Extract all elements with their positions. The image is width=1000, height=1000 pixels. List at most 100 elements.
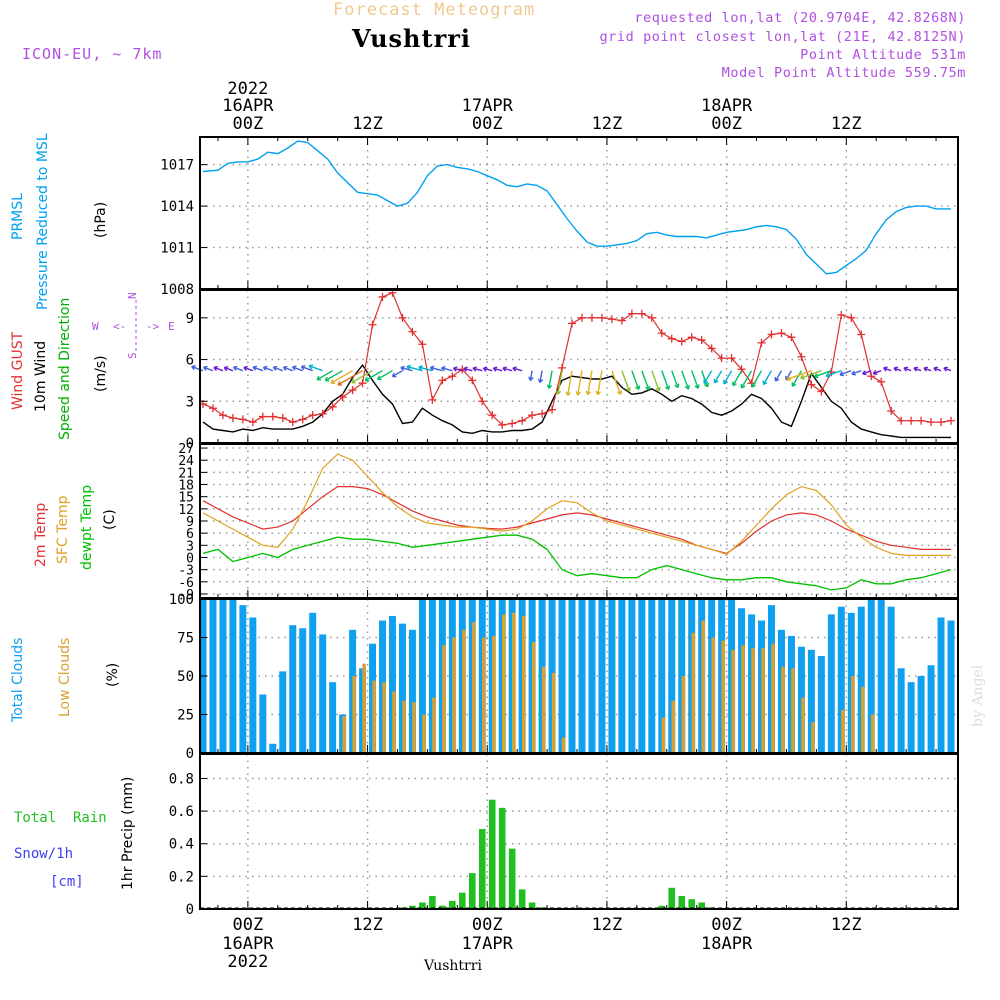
wind-arrow [691,370,699,389]
low-cloud-bar [452,637,456,753]
wind-arrow [330,370,353,384]
wind-arrow [631,370,640,390]
total-cloud-bar [578,599,586,753]
top-hour-label: 00Z [233,114,264,134]
wind-arrow [839,370,852,376]
wind-arrow [751,370,763,388]
low-cloud-bar [551,672,556,753]
low-cloud-bar [402,700,406,753]
dewpoint-line [202,534,952,591]
gust-marker [897,416,906,425]
gust-marker [328,402,337,411]
total-cloud-bar [837,606,845,753]
wind-arrow [463,367,473,372]
wind-arrow-head [694,384,700,389]
low-cloud-bar [801,697,805,753]
gust-marker [777,329,786,338]
low-cloud-bar [561,737,566,753]
compass-s: S [126,352,139,359]
wind-arrow-head [441,365,446,372]
wind-arrow [814,370,832,378]
rain-bar [419,902,426,909]
wind-arrow-head [406,364,411,370]
total-cloud-bar [857,606,865,753]
low-cloud-bar [811,722,815,753]
total-cloud-bar [817,655,825,753]
wind-arrow [224,366,234,372]
wind-arrow-head [645,385,651,391]
low-cloud-bar [681,676,686,753]
panel-frame-precip [199,753,959,910]
ytick-label: 27 [178,442,194,457]
wind-arrow [774,370,783,382]
rain-bar [518,889,526,909]
low-cloud-bar [342,716,346,753]
total-cloud-bar [329,682,337,753]
wind-speed-line [202,363,951,439]
total-cloud-bar [588,599,596,753]
wind-arrow-head [903,366,909,372]
wind-arrow-head [243,365,248,371]
wind-arrow [502,367,513,372]
gust-marker [268,412,277,421]
total-cloud-bar [618,599,626,753]
bottom-date-label: 18APR [701,934,753,954]
wind-arrow [740,370,753,389]
gust-marker [238,415,247,424]
wind-arrow-head [655,386,661,392]
gust-marker [258,412,267,421]
rain-bar [429,895,436,909]
ytick-label: 1017 [160,158,194,174]
gust-marker [597,313,606,322]
total-cloud-bar [279,671,287,753]
compass-arrow-left-icon: <- [113,320,126,333]
gust-marker [368,320,377,329]
pressure-line [202,140,951,275]
total-cloud-bar [239,605,247,753]
gust-marker [398,313,407,322]
low-cloud-bar [721,640,725,753]
snow-unit-label: [cm] [50,874,84,890]
wind-arrow [597,370,603,395]
wind-arrow-head [923,366,928,372]
ytick-label: 12 [178,503,194,518]
gust-marker [208,404,217,413]
rain-bar [508,848,516,909]
gust-marker [338,393,347,402]
ytick-label: 21 [178,466,194,481]
total-cloud-bar [309,612,317,753]
wind-arrow [851,370,862,375]
snow-label: Snow/1h [14,846,74,862]
wind-arrow [377,370,393,380]
low-cloud-bar [392,691,396,753]
gust-marker [657,329,666,338]
ytick-label: 25 [177,708,194,724]
top-date-label: 18APR [701,96,753,116]
low-cloud-bar [502,614,506,753]
low-cloud-bar [691,632,695,753]
compass-arrow-right-icon: -> [146,320,160,333]
ytick-label: -6 [178,576,194,591]
wind-arrow-head [364,376,370,382]
gust-line [202,292,952,426]
wind-arrow [671,370,679,388]
total-cloud-bar [638,599,646,753]
low-cloud-bar [791,668,795,753]
gust-marker [907,416,916,425]
low-cloud-bar [511,612,516,753]
total-cloud-bar [229,599,237,753]
wind-arrow [621,370,631,392]
rain-bar [409,905,416,909]
low-cloud-bar [781,666,785,753]
total-cloud-bar [827,614,835,753]
total-cloud-bar [269,743,277,753]
wind-arrow [337,370,363,386]
low-cloud-bar [362,663,366,753]
gust-marker [697,336,706,345]
wind-arrow-head [191,365,196,371]
low-cloud-bar [541,666,546,753]
total-cloud-bar [947,620,955,753]
wind-arrow [732,370,743,386]
wind-arrow-head [463,366,468,372]
gust-marker [408,327,417,336]
